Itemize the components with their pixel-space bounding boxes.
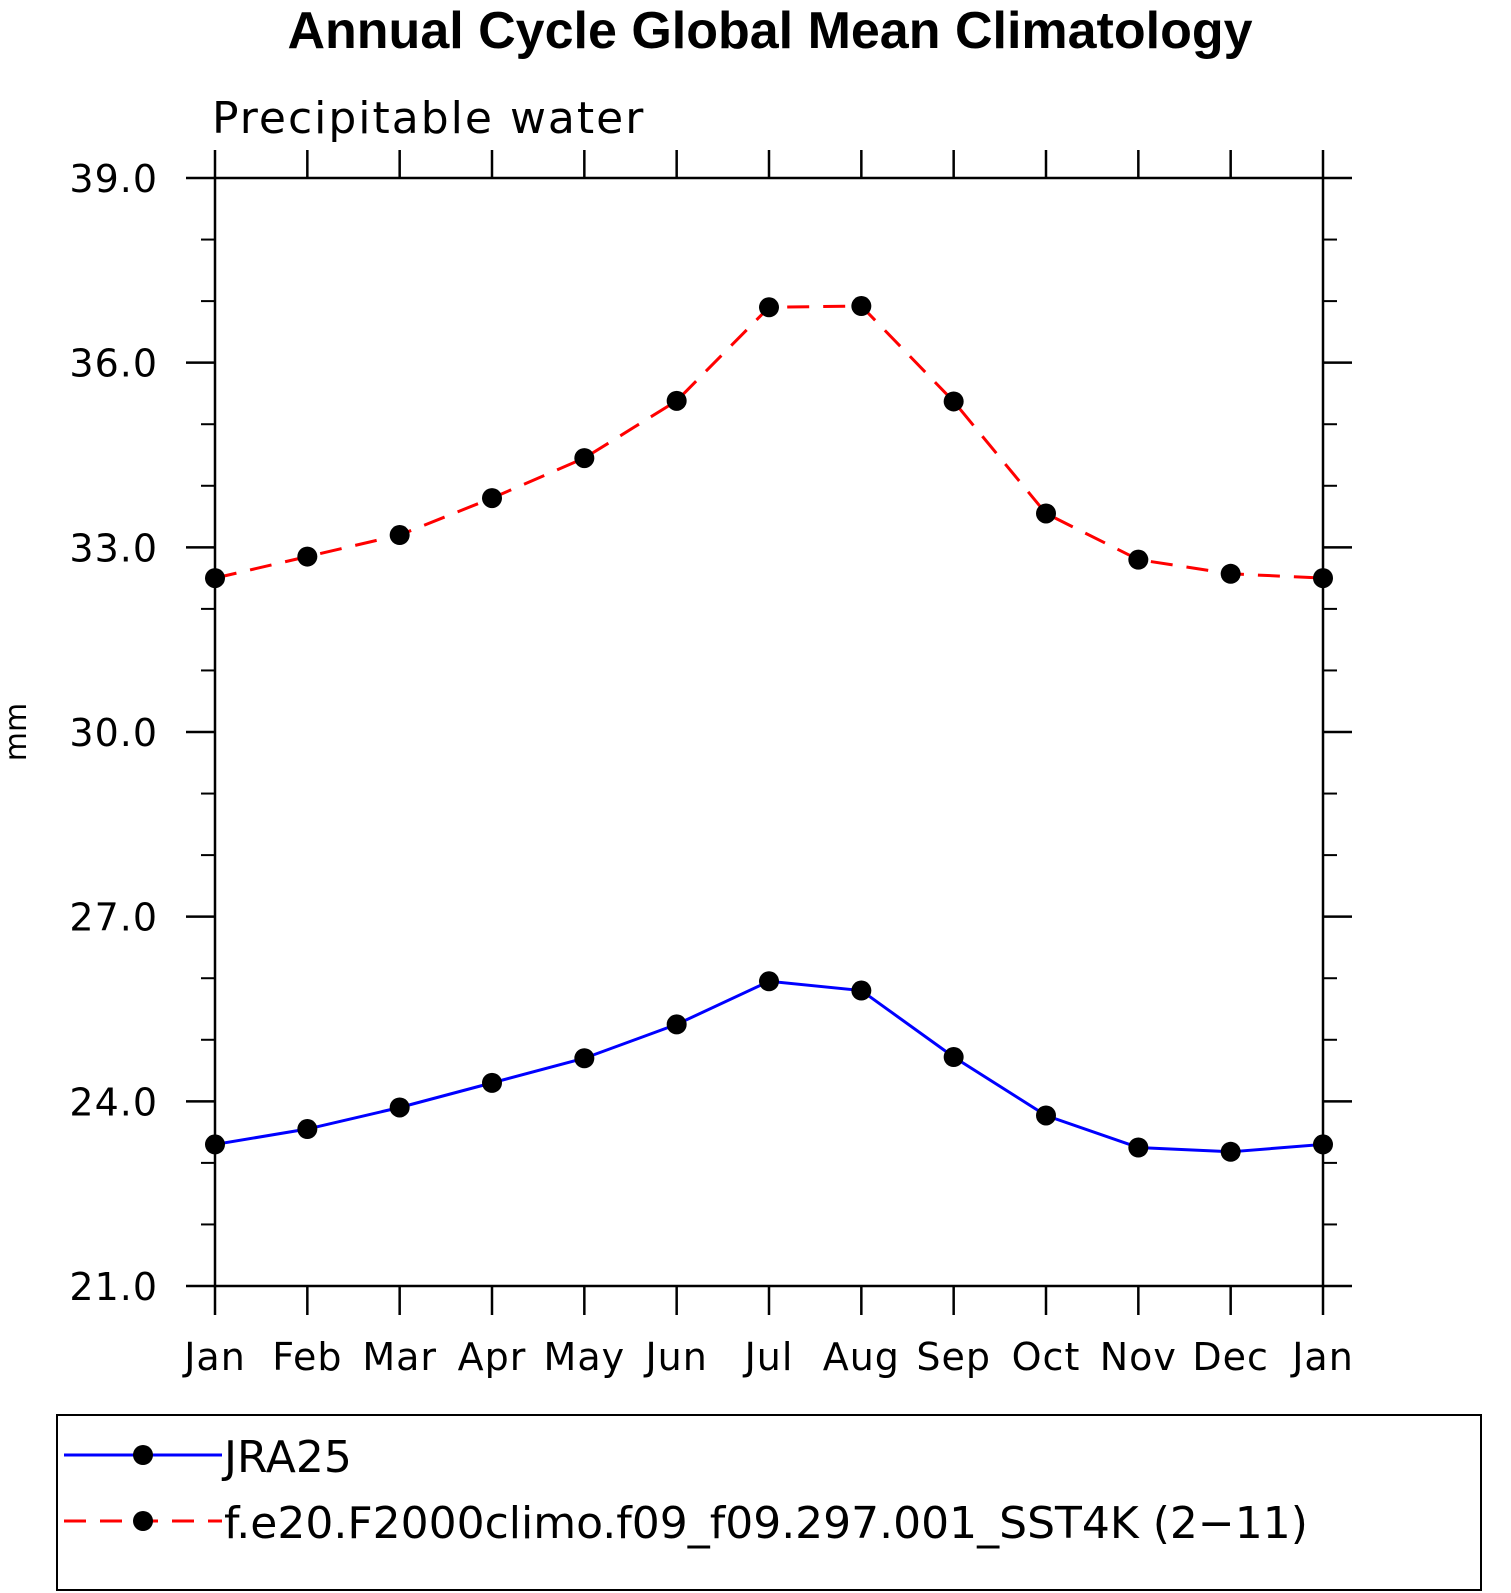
data-point bbox=[297, 1119, 318, 1140]
data-point bbox=[1220, 1141, 1241, 1162]
y-tick-label: 33.0 bbox=[69, 526, 158, 570]
legend-box bbox=[56, 1414, 1482, 1591]
series-layer bbox=[205, 296, 1333, 1162]
x-tick-label: May bbox=[544, 1335, 626, 1379]
data-point bbox=[1128, 549, 1149, 570]
data-point bbox=[666, 1014, 687, 1035]
x-tick-label: Sep bbox=[916, 1335, 991, 1379]
data-point bbox=[482, 1072, 502, 1093]
data-point bbox=[759, 297, 779, 318]
series-line-1 bbox=[214, 304, 1324, 580]
x-tick-label: Aug bbox=[823, 1335, 900, 1379]
legend-marker-sst4k bbox=[133, 1511, 153, 1531]
data-point bbox=[943, 1047, 964, 1068]
data-point bbox=[943, 391, 964, 412]
data-point bbox=[574, 1048, 595, 1069]
x-tick-label: Mar bbox=[362, 1335, 437, 1379]
y-tick-label: 21.0 bbox=[69, 1265, 158, 1309]
data-point bbox=[1036, 1105, 1056, 1126]
y-axis-label: mm bbox=[0, 703, 34, 761]
data-point bbox=[389, 525, 410, 546]
plot-frame bbox=[213, 176, 1325, 1288]
axes: 21.0 24.0 27.0 30.0 33.0 36.0 39.0 Jan Feb Mar Apr… bbox=[69, 150, 1353, 1379]
data-point bbox=[389, 1097, 410, 1118]
series-line-0 bbox=[214, 979, 1324, 1154]
data-point bbox=[851, 296, 872, 317]
x-tick-label: Oct bbox=[1012, 1335, 1081, 1379]
y-tick-label: 39.0 bbox=[69, 157, 158, 201]
legend-label-sst4k: f.e20.F2000climo.f09_f09.297.001_SST4K (… bbox=[224, 1498, 1308, 1549]
data-point bbox=[666, 390, 687, 411]
x-tick-label: Jan bbox=[1290, 1335, 1354, 1379]
x-tick-label: Feb bbox=[272, 1335, 342, 1379]
y-tick-label: 24.0 bbox=[69, 1080, 158, 1124]
data-point bbox=[1220, 563, 1241, 584]
data-point bbox=[1313, 568, 1333, 589]
chart-title: Annual Cycle Global Mean Climatology bbox=[287, 2, 1252, 60]
data-point bbox=[759, 971, 779, 992]
x-tick-label: Apr bbox=[458, 1335, 527, 1379]
data-point bbox=[574, 448, 595, 469]
y-tick-label: 36.0 bbox=[69, 342, 158, 386]
x-tick-label: Nov bbox=[1100, 1335, 1177, 1379]
data-point bbox=[297, 546, 318, 567]
x-tick-label: Dec bbox=[1192, 1335, 1269, 1379]
legend: JRA25 f.e20.F2000climo.f09_f09.297.001_S… bbox=[64, 1432, 1308, 1549]
data-point bbox=[205, 568, 225, 589]
legend-label-jra25: JRA25 bbox=[221, 1432, 352, 1483]
data-point bbox=[1313, 1134, 1333, 1155]
y-tick-label: 27.0 bbox=[69, 896, 158, 940]
chart-subtitle: Precipitable water bbox=[212, 93, 645, 144]
data-point bbox=[205, 1134, 225, 1155]
x-tick-label: Jul bbox=[743, 1335, 794, 1379]
data-point bbox=[1036, 503, 1056, 524]
x-tick-label: Jun bbox=[643, 1335, 707, 1379]
data-point bbox=[482, 488, 502, 509]
data-point bbox=[851, 980, 872, 1001]
y-tick-label: 30.0 bbox=[69, 711, 158, 755]
legend-marker-jra25 bbox=[133, 1445, 153, 1465]
data-point bbox=[1128, 1137, 1149, 1158]
x-tick-label: Jan bbox=[182, 1335, 246, 1379]
